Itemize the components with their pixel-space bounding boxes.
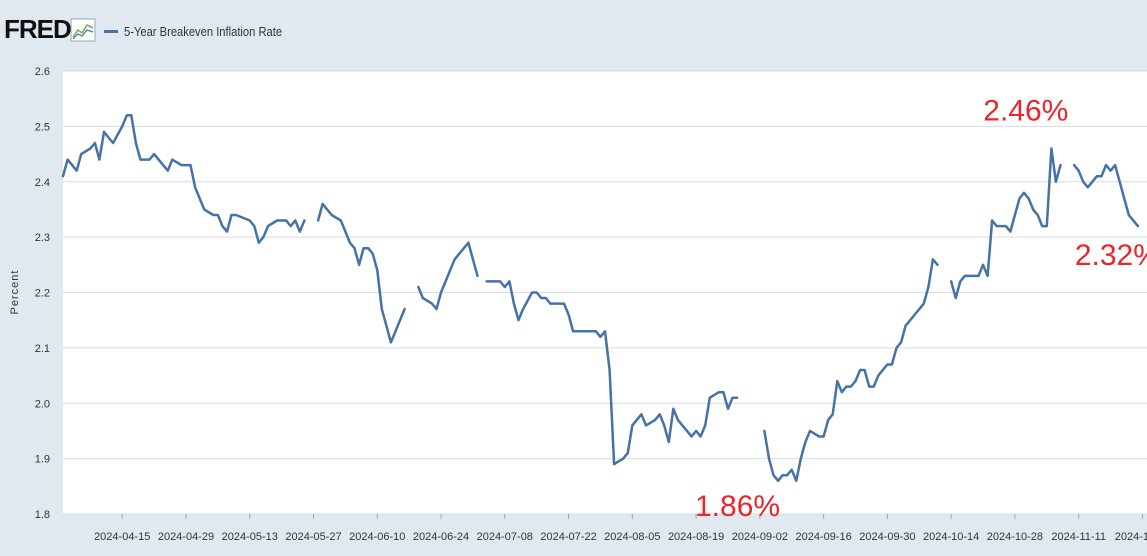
x-tick-label: 2024-09-16 xyxy=(795,531,851,543)
series-line-segment[interactable] xyxy=(949,147,1062,300)
x-tick-label: 2024-10-28 xyxy=(987,531,1043,543)
x-tick-label: 2024-08-19 xyxy=(668,531,724,543)
annotation-label: 2.32% xyxy=(1075,239,1147,272)
y-tick-label: 2.1 xyxy=(35,343,50,355)
x-tick-label: 2024-05-27 xyxy=(285,531,341,543)
x-tick-label: 2024-11-11 xyxy=(1051,531,1106,543)
y-axis-ticks: 1.8 1.9 2.0 2.1 2.2 2.3 2.4 2.5 2.6 xyxy=(35,66,50,521)
y-tick-label: 2.4 xyxy=(35,177,50,189)
x-tick-label: 2024-06-24 xyxy=(413,531,469,543)
y-tick-label: 1.9 xyxy=(35,454,50,466)
x-tick-label: 2024-11-25 xyxy=(1115,531,1147,543)
series-line-segment[interactable] xyxy=(485,280,739,466)
grid-lines xyxy=(63,70,1147,515)
legend[interactable]: 5-Year Breakeven Inflation Rate xyxy=(104,22,308,40)
series-line-segment[interactable] xyxy=(316,202,406,344)
sparkline-chart-icon xyxy=(70,18,96,42)
annotation-label: 1.86% xyxy=(695,490,780,523)
y-tick-label: 2.2 xyxy=(35,288,50,300)
x-tick-label: 2024-05-13 xyxy=(222,531,278,543)
x-tick-label: 2024-08-05 xyxy=(604,531,660,543)
y-axis-title: Percent xyxy=(9,270,21,315)
y-tick-label: 2.3 xyxy=(35,232,50,244)
x-axis-ticks: 2024-04-15 2024-04-29 2024-05-13 2024-05-27… xyxy=(94,514,1147,543)
annotation-label: 2.46% xyxy=(983,95,1068,128)
x-tick-label: 2024-10-14 xyxy=(923,531,979,543)
x-tick-label: 2024-06-10 xyxy=(349,531,405,543)
series-layer xyxy=(61,114,1140,483)
legend-swatch xyxy=(104,29,118,33)
series-line-segment[interactable] xyxy=(1072,163,1140,228)
series-line-segment[interactable] xyxy=(417,241,479,311)
y-tick-label: 2.6 xyxy=(35,66,50,78)
y-tick-label: 2.0 xyxy=(35,398,50,410)
x-tick-label: 2024-09-02 xyxy=(732,531,788,543)
x-tick-label: 2024-07-22 xyxy=(540,531,596,543)
chart-header: FRED 5-Year Breakeven Inflation Rate xyxy=(0,0,1147,62)
x-tick-label: 2024-04-15 xyxy=(94,531,150,543)
x-tick-label: 2024-07-08 xyxy=(477,531,533,543)
legend-label: 5-Year Breakeven Inflation Rate xyxy=(124,23,283,39)
series-line-segment[interactable] xyxy=(61,114,306,244)
series-line-segment[interactable] xyxy=(763,258,939,483)
y-tick-label: 2.5 xyxy=(35,121,50,133)
y-tick-label: 1.8 xyxy=(35,509,50,521)
annotations-layer: 2.46% 1.86% 2.32% xyxy=(695,95,1147,523)
x-tick-label: 2024-04-29 xyxy=(158,531,214,543)
fred-logo[interactable]: FRED xyxy=(4,14,72,44)
x-tick-label: 2024-09-30 xyxy=(859,531,915,543)
